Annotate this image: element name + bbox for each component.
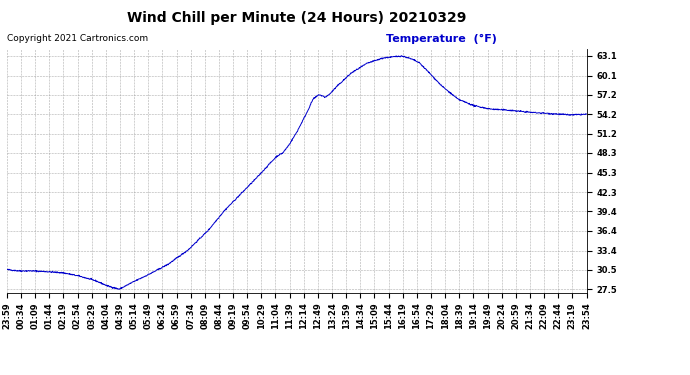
Text: Temperature  (°F): Temperature (°F)	[386, 34, 497, 44]
Text: Wind Chill per Minute (24 Hours) 20210329: Wind Chill per Minute (24 Hours) 2021032…	[127, 11, 466, 25]
Text: Copyright 2021 Cartronics.com: Copyright 2021 Cartronics.com	[7, 34, 148, 43]
